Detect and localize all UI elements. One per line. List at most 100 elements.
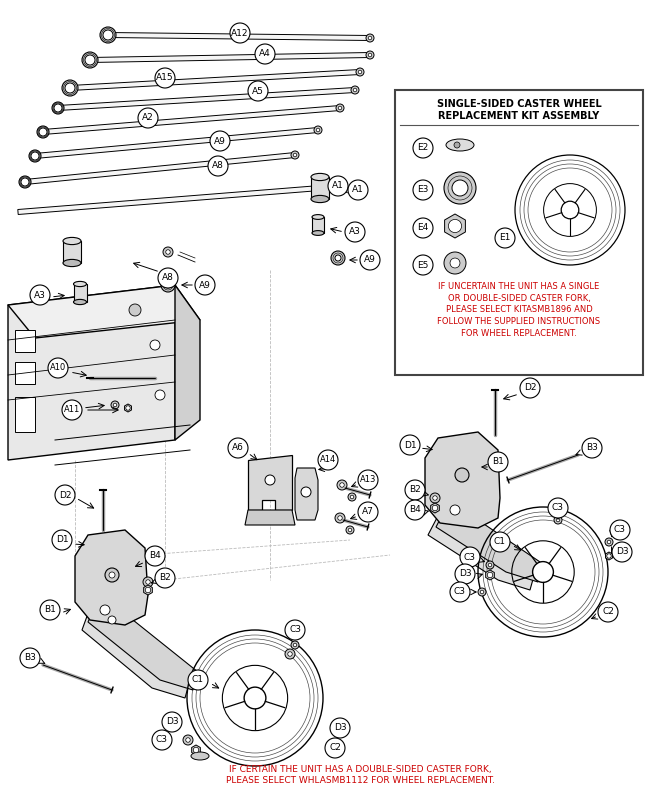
Circle shape (433, 496, 437, 500)
Circle shape (607, 541, 611, 544)
Text: A12: A12 (231, 29, 248, 38)
Circle shape (598, 602, 618, 622)
Text: B1: B1 (44, 606, 56, 614)
Ellipse shape (311, 173, 329, 180)
Circle shape (430, 493, 440, 503)
Circle shape (554, 516, 562, 524)
Circle shape (208, 156, 228, 176)
Polygon shape (82, 608, 190, 698)
Circle shape (186, 738, 190, 742)
Circle shape (210, 131, 230, 151)
Polygon shape (175, 285, 200, 440)
Text: C2: C2 (602, 607, 614, 617)
Circle shape (360, 250, 380, 270)
Circle shape (291, 151, 299, 159)
Circle shape (582, 438, 602, 458)
Text: A7: A7 (362, 508, 374, 516)
Circle shape (338, 516, 342, 520)
Circle shape (244, 687, 266, 709)
Bar (312, 217, 324, 233)
Circle shape (161, 278, 175, 292)
Polygon shape (295, 468, 318, 520)
Circle shape (450, 582, 470, 602)
Circle shape (52, 102, 64, 114)
Text: C2: C2 (329, 743, 341, 752)
Circle shape (405, 480, 425, 500)
Circle shape (21, 178, 29, 186)
Circle shape (314, 126, 322, 134)
Circle shape (162, 712, 182, 732)
Text: A5: A5 (252, 87, 264, 95)
Ellipse shape (63, 259, 81, 266)
Circle shape (358, 470, 378, 490)
Text: A9: A9 (364, 256, 376, 265)
Circle shape (444, 172, 476, 204)
Text: C1: C1 (192, 675, 204, 684)
Polygon shape (436, 504, 543, 582)
Circle shape (432, 505, 438, 511)
Circle shape (413, 255, 433, 275)
Circle shape (336, 104, 344, 112)
Text: A13: A13 (360, 476, 376, 484)
Ellipse shape (311, 196, 329, 203)
Circle shape (605, 538, 613, 546)
Circle shape (487, 573, 493, 577)
Circle shape (340, 483, 344, 488)
Circle shape (366, 51, 374, 59)
Text: A3: A3 (34, 290, 46, 299)
Text: D1: D1 (56, 536, 69, 545)
Circle shape (48, 358, 68, 378)
Bar (15, 330, 35, 352)
Text: A8: A8 (162, 273, 174, 282)
Text: A6: A6 (232, 444, 244, 452)
Polygon shape (70, 70, 360, 91)
Text: A4: A4 (259, 50, 271, 59)
Circle shape (103, 30, 113, 40)
FancyBboxPatch shape (395, 90, 643, 375)
Circle shape (100, 605, 110, 615)
Circle shape (52, 530, 72, 550)
Text: D3: D3 (166, 718, 179, 727)
Circle shape (358, 502, 378, 522)
Circle shape (488, 563, 492, 567)
Text: E4: E4 (417, 224, 428, 233)
Circle shape (368, 36, 372, 40)
Circle shape (351, 86, 359, 94)
Circle shape (230, 23, 250, 43)
Circle shape (150, 340, 160, 350)
Circle shape (548, 498, 568, 518)
Text: SINGLE-SIDED CASTER WHEEL: SINGLE-SIDED CASTER WHEEL (437, 99, 601, 109)
Text: C3: C3 (552, 504, 564, 512)
Circle shape (228, 438, 248, 458)
Text: D2: D2 (59, 491, 71, 500)
Circle shape (455, 564, 475, 584)
Ellipse shape (312, 231, 324, 236)
Circle shape (108, 616, 116, 624)
Ellipse shape (454, 142, 460, 148)
Circle shape (195, 275, 215, 295)
Circle shape (158, 268, 178, 288)
Text: A9: A9 (199, 281, 211, 290)
Text: IF UNCERTAIN THE UNIT HAS A SINGLE
OR DOUBLE-SIDED CASTER FORK,
PLEASE SELECT KI: IF UNCERTAIN THE UNIT HAS A SINGLE OR DO… (437, 282, 600, 338)
Circle shape (145, 587, 151, 593)
Polygon shape (428, 512, 535, 590)
Bar (63, 241, 81, 263)
Circle shape (368, 53, 372, 57)
Polygon shape (192, 745, 201, 755)
Circle shape (612, 542, 632, 562)
Circle shape (39, 128, 47, 136)
Polygon shape (431, 503, 439, 513)
Circle shape (285, 620, 305, 640)
Circle shape (520, 378, 540, 398)
Bar (15, 397, 35, 432)
Text: A3: A3 (349, 228, 361, 237)
Circle shape (413, 180, 433, 200)
Text: D3: D3 (459, 569, 471, 578)
Circle shape (452, 180, 468, 196)
Circle shape (163, 247, 173, 257)
Circle shape (62, 400, 82, 420)
Circle shape (561, 201, 579, 219)
Polygon shape (248, 455, 292, 510)
Circle shape (338, 106, 342, 110)
Text: A15: A15 (156, 74, 174, 83)
